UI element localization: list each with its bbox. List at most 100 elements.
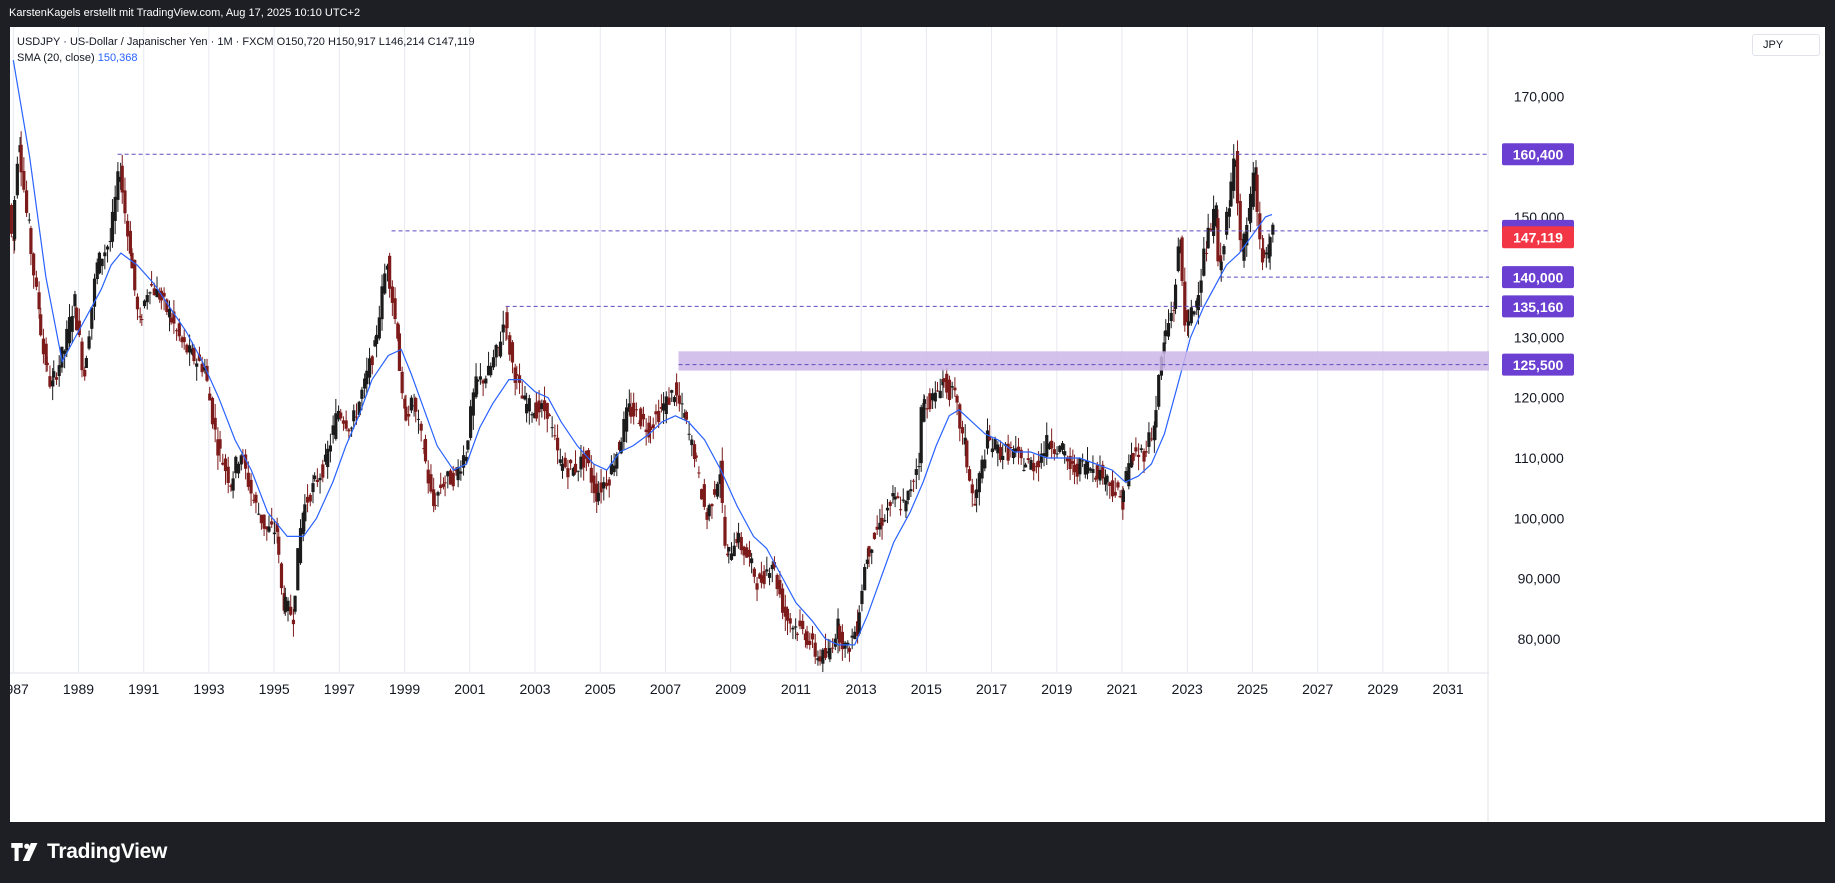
candle-body <box>388 256 391 289</box>
chart-panel[interactable]: 1987 1989 1991 1993 1995 1997 1999 2001 2003 2005… <box>10 27 1825 822</box>
candle-body <box>28 220 31 221</box>
candle-body <box>1032 463 1035 471</box>
candle-body <box>101 259 104 266</box>
candle-body <box>492 357 495 367</box>
candle-body <box>339 412 342 418</box>
candle-body <box>1086 461 1089 474</box>
x-axis-tick-label: 2015 <box>911 681 942 697</box>
candle-body <box>267 526 270 531</box>
price-chart[interactable]: 1987 1989 1991 1993 1995 1997 1999 2001 2003 2005… <box>10 27 1825 822</box>
candle-body <box>227 467 230 483</box>
candle-body <box>848 648 851 652</box>
candle-body <box>559 459 562 463</box>
candle-body <box>168 309 171 317</box>
candle-body <box>1271 225 1274 235</box>
candle-body <box>1122 491 1125 502</box>
candle-body <box>459 471 462 473</box>
candle-body <box>146 295 149 302</box>
x-axis-tick-label: 2025 <box>1237 681 1268 697</box>
candle-body <box>909 489 912 491</box>
candle-body <box>1105 476 1108 483</box>
sma-label[interactable]: SMA (20, close) <box>17 52 95 64</box>
candle-body <box>789 618 792 623</box>
y-axis-tick-label: 170,000 <box>1514 88 1565 104</box>
candle-body <box>680 403 683 404</box>
candle-body <box>106 247 109 250</box>
x-axis-tick-label: 2007 <box>650 681 681 697</box>
candle-body <box>608 479 611 485</box>
candle-body <box>961 427 964 433</box>
candle-body <box>32 254 35 276</box>
candle-body <box>432 489 435 506</box>
candle-body <box>685 412 688 420</box>
candle-body <box>973 504 976 506</box>
candle-body <box>652 424 655 428</box>
candle-body <box>1091 469 1094 473</box>
candle-body <box>546 403 549 419</box>
candle-body <box>1145 451 1148 452</box>
candle-body <box>121 166 124 193</box>
currency-button[interactable]: JPY <box>1752 34 1820 56</box>
candle-body <box>13 200 16 239</box>
candle-body <box>556 438 559 451</box>
candle-body <box>670 390 673 393</box>
candle-body <box>240 455 243 464</box>
candle-body <box>1153 425 1156 440</box>
candle-body <box>1216 218 1219 261</box>
candle-body <box>912 481 915 482</box>
level-price-label: 135,160 <box>1513 299 1564 315</box>
candle-body <box>1220 262 1223 270</box>
tradingview-logo[interactable]: TradingView <box>11 840 167 864</box>
candle-body <box>727 547 730 551</box>
candle-body <box>873 533 876 539</box>
candle-body <box>116 171 119 200</box>
candle-body <box>410 398 413 411</box>
candle-body <box>80 342 83 371</box>
candle-body <box>907 491 910 500</box>
candle-body <box>150 284 153 285</box>
candle-body <box>39 314 42 335</box>
candle-body <box>1071 461 1074 464</box>
x-axis-tick-label: 2017 <box>976 681 1007 697</box>
symbol-description[interactable]: USDJPY · US-Dollar / Japanischer Yen · 1… <box>17 36 274 48</box>
candle-body <box>765 569 768 571</box>
candle-body <box>505 312 508 328</box>
candle-body <box>965 441 968 468</box>
candle-body <box>1172 310 1175 311</box>
candle-body <box>551 427 554 428</box>
candle-body <box>195 363 198 366</box>
candle-body <box>642 414 645 419</box>
candle-body <box>763 571 766 584</box>
candle-body <box>429 474 432 491</box>
candle-body <box>958 404 961 428</box>
candle-body <box>971 484 974 493</box>
candle-body <box>489 366 492 375</box>
tradingview-logo-icon <box>11 843 41 861</box>
candle-body <box>83 370 86 376</box>
y-axis-tick-label: 120,000 <box>1514 390 1565 406</box>
candle-body <box>52 371 55 377</box>
candle-body <box>1142 451 1145 462</box>
candle-body <box>1219 255 1222 262</box>
candle-body <box>915 469 918 475</box>
candle-body <box>55 377 58 380</box>
candle-body <box>345 420 348 428</box>
candle-body <box>955 396 958 403</box>
candle-body <box>988 437 991 440</box>
candle-body <box>635 409 638 410</box>
candle-body <box>347 429 350 431</box>
candle-body <box>293 596 296 612</box>
support-zone-rect[interactable] <box>679 351 1489 370</box>
candle-body <box>63 351 66 354</box>
candle-body <box>904 501 907 512</box>
x-axis-tick-label: 2001 <box>454 681 485 697</box>
candle-body <box>678 395 681 403</box>
candle-body <box>703 484 706 507</box>
candle-body <box>90 307 93 328</box>
candle-body <box>289 607 292 615</box>
candle-body <box>1157 375 1160 407</box>
y-axis-tick-label: 90,000 <box>1518 571 1561 587</box>
candle-body <box>1132 453 1135 461</box>
candle-body <box>329 445 332 451</box>
candle-body <box>85 358 88 368</box>
